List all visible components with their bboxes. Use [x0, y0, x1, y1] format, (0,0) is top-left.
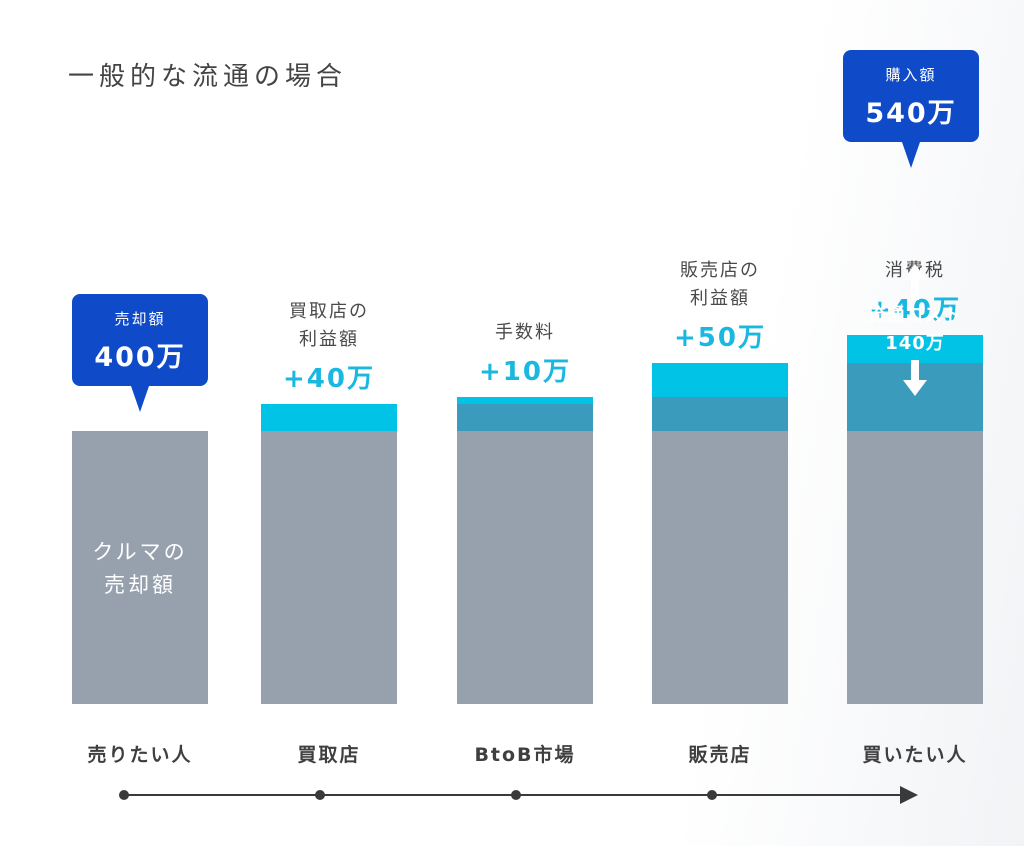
bar-base-3 [652, 431, 788, 704]
car-sale-amount-label: クルマの 売却額 [92, 540, 188, 597]
annotation-label-3: 販売店の 利益額 [680, 259, 760, 309]
flow-arrowhead-icon [900, 786, 918, 804]
annotation-label-2: 手数料 [495, 321, 555, 343]
distribution-cost-title: 流通コスト [867, 305, 963, 326]
purchase-amount-value: 540万 [865, 98, 957, 129]
bar-increment-1 [261, 403, 397, 431]
annotation-value-4: +40万 [869, 295, 961, 326]
annotation-value-3: +50万 [674, 322, 766, 353]
bar-increment-3 [652, 362, 788, 397]
bar-base-1 [261, 431, 397, 704]
sell-amount-callout: 売却額 400万 [72, 294, 208, 412]
flow-dot-0 [119, 790, 129, 800]
bar-base-0 [72, 431, 208, 704]
category-label-1: 買取店 [297, 744, 361, 766]
bar-base-4 [847, 431, 983, 704]
category-label-0: 売りたい人 [87, 744, 193, 766]
annotation-value-2: +10万 [479, 356, 571, 387]
category-label-3: 販売店 [688, 744, 752, 766]
bar-previous-costs-2 [457, 403, 593, 431]
purchase-amount-callout: 購入額 540万 [843, 50, 979, 168]
bar-base-2 [457, 431, 593, 704]
annotation-label-1: 買取店の 利益額 [289, 300, 369, 350]
sell-amount-label: 売却額 [114, 310, 166, 328]
flow-dot-1 [315, 790, 325, 800]
annotation-1: 買取店の 利益額 +40万 [239, 298, 419, 395]
arrow-down-icon [903, 360, 927, 396]
category-label-2: BtoB市場 [474, 744, 576, 766]
annotation-2: 手数料 +10万 [435, 319, 615, 388]
arrow-up-icon [903, 264, 927, 300]
annotation-value-1: +40万 [283, 363, 375, 394]
sell-amount-value: 400万 [94, 342, 186, 373]
bar-increment-2 [457, 396, 593, 404]
purchase-amount-label: 購入額 [885, 66, 937, 84]
flow-dot-3 [707, 790, 717, 800]
flow-dot-2 [511, 790, 521, 800]
distribution-cost-value: 140万 [885, 333, 945, 354]
bar-increment-4 [847, 335, 983, 363]
distribution-cost-label: 流通コスト 140万 [847, 262, 983, 398]
annotation-3: 販売店の 利益額 +50万 [630, 257, 810, 354]
bar-previous-costs-3 [652, 396, 788, 431]
chart-title: 一般的な流通の場合 [68, 62, 348, 92]
category-label-4: 買いたい人 [862, 744, 968, 766]
